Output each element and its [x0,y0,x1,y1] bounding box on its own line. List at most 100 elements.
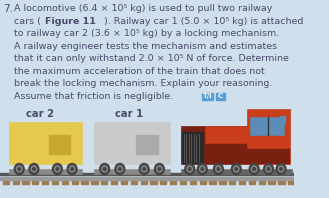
Circle shape [189,168,191,170]
Circle shape [14,164,24,174]
Bar [247,109,290,164]
Circle shape [52,164,62,174]
Bar [9,122,82,164]
Bar [205,126,255,143]
Circle shape [234,166,239,172]
Bar [216,92,225,100]
Bar [52,180,58,184]
Bar [111,180,117,184]
Bar [121,180,127,184]
Circle shape [55,166,60,172]
Bar [181,126,261,164]
Circle shape [115,164,125,174]
Circle shape [264,164,273,174]
Bar [136,135,159,155]
Circle shape [276,164,286,174]
Bar [181,169,292,174]
Bar [131,180,137,184]
Bar [101,180,107,184]
Circle shape [103,168,106,170]
Bar [49,135,71,155]
Text: the maximum acceleration of the train that does not: the maximum acceleration of the train th… [14,67,265,75]
Text: that it can only withstand 2.0 × 10⁵ N of force. Determine: that it can only withstand 2.0 × 10⁵ N o… [14,54,289,63]
Circle shape [33,168,35,170]
Bar [0,177,294,180]
Bar [268,180,275,184]
Circle shape [56,168,59,170]
Circle shape [197,164,207,174]
Bar [219,180,226,184]
Bar [82,180,88,184]
Bar [9,169,82,174]
Text: break the locking mechanism. Explain your reasoning.: break the locking mechanism. Explain you… [14,79,273,88]
Circle shape [235,168,238,170]
Circle shape [16,166,22,172]
Text: ). Railway car 1 (5.0 × 10⁵ kg) is attached: ). Railway car 1 (5.0 × 10⁵ kg) is attac… [104,16,303,26]
Circle shape [155,164,164,174]
Bar [150,180,157,184]
Bar [22,180,29,184]
Bar [280,116,286,124]
Text: 7.: 7. [4,4,13,14]
Circle shape [31,166,37,172]
Bar [200,180,206,184]
Text: T/I: T/I [203,93,212,99]
Bar [229,180,235,184]
Circle shape [280,168,282,170]
Text: Assume that friction is negligible.: Assume that friction is negligible. [14,91,174,101]
Bar [259,180,265,184]
Bar [247,149,290,164]
Circle shape [267,168,270,170]
Circle shape [117,166,122,172]
Bar [288,180,294,184]
Bar [190,180,196,184]
Text: Figure 11: Figure 11 [45,16,96,26]
Circle shape [278,166,284,172]
Bar [42,180,48,184]
Text: Assume that friction is negligible.: Assume that friction is negligible. [14,91,174,101]
Text: car 1: car 1 [115,109,143,119]
Bar [140,180,147,184]
Text: cars (: cars ( [14,16,41,26]
Circle shape [216,166,221,172]
Bar [32,180,38,184]
Bar [182,132,204,164]
Bar [0,172,294,175]
Text: A railway engineer tests the mechanism and estimates: A railway engineer tests the mechanism a… [14,42,277,50]
Circle shape [67,164,77,174]
Circle shape [217,168,219,170]
Circle shape [139,164,149,174]
Text: C: C [218,93,223,99]
Circle shape [185,164,195,174]
Bar [210,180,216,184]
Bar [3,180,9,184]
Bar [13,180,19,184]
Circle shape [251,166,257,172]
Circle shape [158,168,161,170]
Bar [62,180,68,184]
Circle shape [157,166,162,172]
Bar [180,180,186,184]
Bar [91,180,98,184]
Circle shape [214,164,223,174]
Circle shape [141,166,147,172]
Circle shape [266,166,271,172]
Bar [72,180,78,184]
Bar [94,122,170,164]
Circle shape [18,168,20,170]
Circle shape [249,164,259,174]
Bar [239,180,245,184]
Circle shape [71,168,73,170]
Circle shape [143,168,145,170]
Circle shape [102,166,107,172]
Text: to railway car 2 (3.6 × 10⁵ kg) by a locking mechanism.: to railway car 2 (3.6 × 10⁵ kg) by a loc… [14,29,280,38]
Bar [278,180,285,184]
Circle shape [29,164,39,174]
Circle shape [100,164,110,174]
Bar [94,169,170,174]
Bar [202,92,213,100]
Circle shape [200,166,205,172]
Bar [160,180,166,184]
Bar [249,180,255,184]
Bar [170,180,176,184]
